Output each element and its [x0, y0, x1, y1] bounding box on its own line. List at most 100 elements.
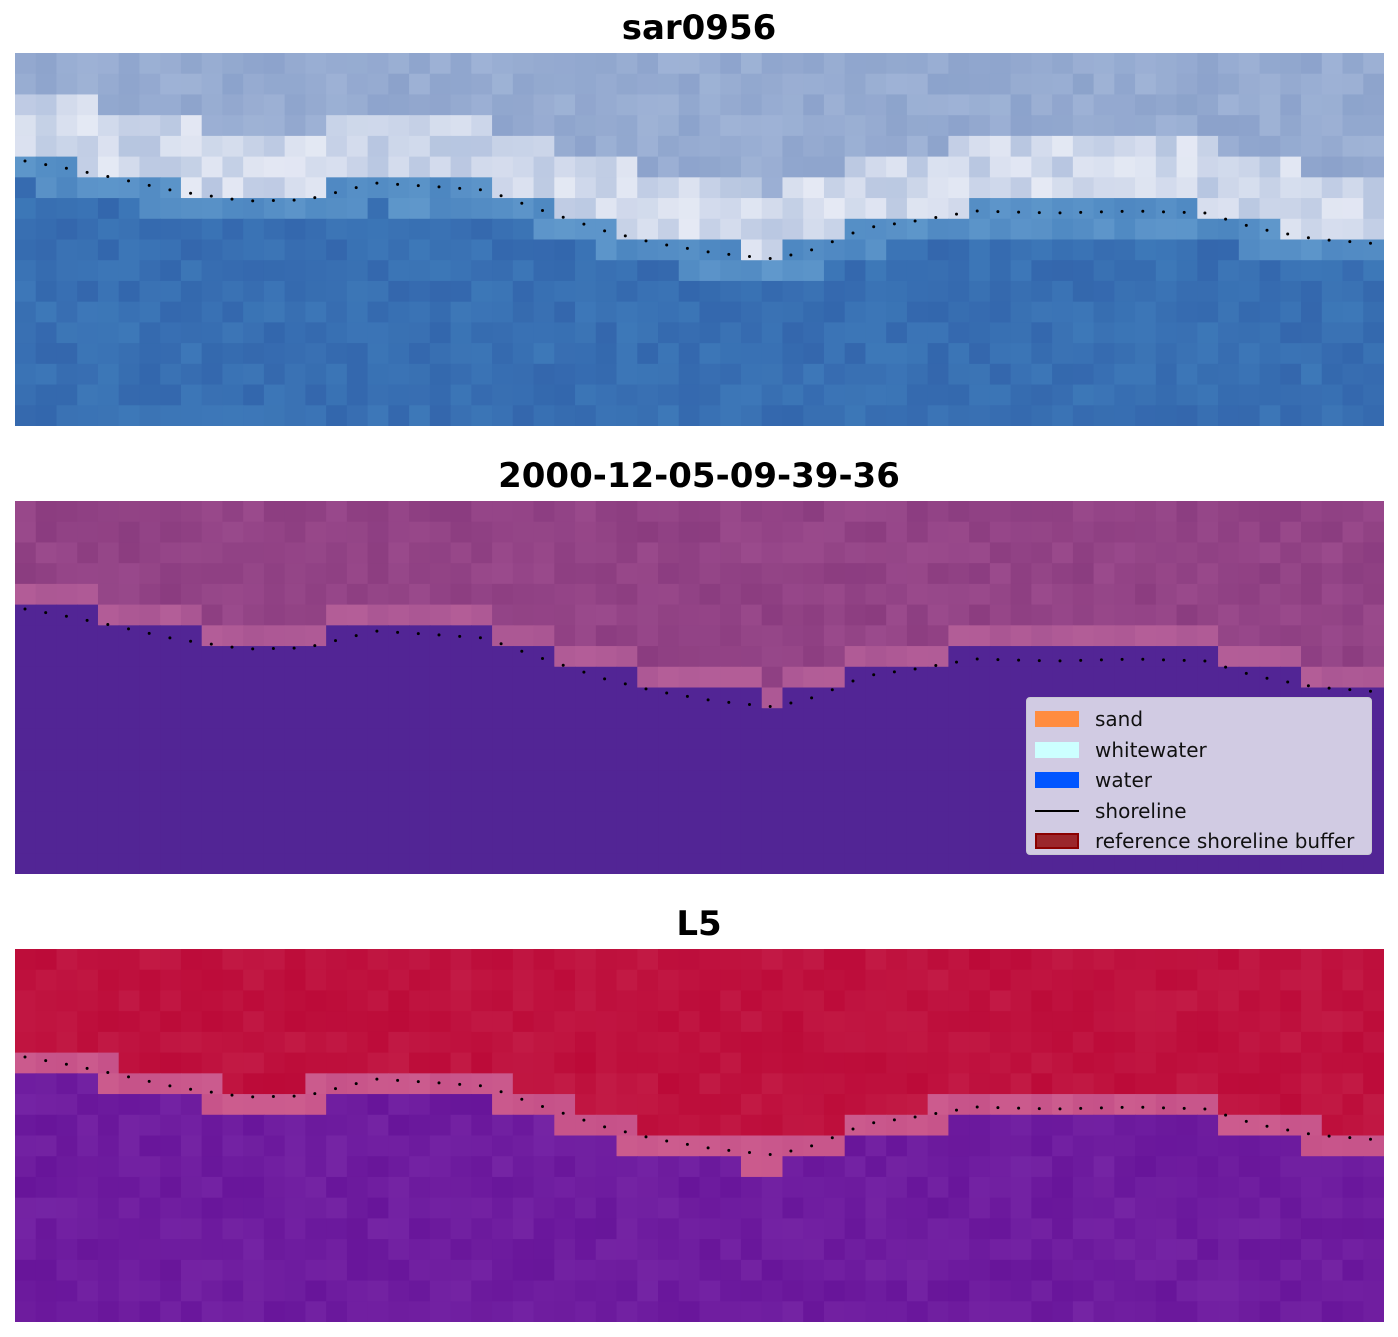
pixel-cell: [927, 501, 950, 523]
pixel-cell: [139, 1280, 161, 1302]
pixel-cell: [450, 1031, 472, 1054]
pixel-cell: [595, 301, 618, 323]
pixel-cell: [15, 969, 37, 992]
pixel-cell: [1010, 384, 1032, 406]
pixel-cell: [803, 239, 825, 261]
pixel-cell: [77, 73, 99, 96]
pixel-cell: [201, 501, 224, 523]
pixel-cell: [139, 990, 161, 1012]
pixel-cell: [346, 749, 369, 771]
pixel-cell: [512, 1094, 535, 1116]
pixel-cell: [637, 1094, 659, 1116]
pixel-cell: [180, 384, 203, 406]
pixel-cell: [1114, 1135, 1136, 1157]
pixel-cell: [263, 521, 286, 544]
pixel-cell: [740, 322, 763, 344]
pixel-cell: [1176, 521, 1198, 544]
pixel-cell: [948, 1135, 970, 1157]
pixel-cell: [969, 501, 991, 523]
pixel-cell: [1010, 969, 1032, 992]
pixel-cell: [989, 1031, 1012, 1054]
pixel-cell: [989, 198, 1012, 220]
pixel-cell: [1072, 239, 1095, 261]
pixel-cell: [222, 1094, 244, 1116]
pixel-cell: [1342, 301, 1364, 323]
pixel-cell: [1031, 384, 1053, 406]
pixel-cell: [969, 53, 991, 75]
pixel-cell: [595, 1280, 618, 1302]
pixel-cell: [533, 625, 555, 647]
pixel-cell: [699, 280, 721, 303]
pixel-cell: [388, 198, 410, 220]
pixel-cell: [1280, 542, 1302, 564]
pixel-cell: [1031, 1135, 1053, 1157]
shoreline-point: [313, 1092, 317, 1096]
pixel-cell: [305, 218, 327, 241]
pixel-cell: [1259, 218, 1281, 241]
pixel-cell: [201, 239, 224, 261]
pixel-cell: [1321, 198, 1344, 220]
pixel-cell: [471, 1135, 493, 1157]
pixel-cell: [492, 1280, 514, 1302]
pixel-cell: [1010, 1197, 1032, 1219]
pixel-cell: [533, 1259, 555, 1282]
pixel-cell: [222, 708, 244, 730]
pixel-cell: [595, 1031, 618, 1054]
pixel-cell: [720, 115, 742, 137]
pixel-cell: [326, 1218, 348, 1240]
pixel-cell: [1238, 384, 1261, 406]
pixel-cell: [906, 542, 929, 564]
pixel-cell: [35, 1239, 58, 1261]
pixel-cell: [492, 728, 514, 751]
pixel-cell: [969, 708, 991, 730]
pixel-cell: [201, 749, 224, 771]
pixel-cell: [77, 501, 99, 523]
pixel-cell: [844, 239, 867, 261]
shoreline-point: [44, 1059, 48, 1063]
pixel-cell: [740, 604, 763, 626]
pixel-cell: [1259, 384, 1281, 406]
pixel-cell: [429, 343, 452, 365]
pixel-cell: [637, 542, 659, 564]
pixel-cell: [429, 832, 452, 854]
pixel-cell: [97, 1239, 120, 1261]
pixel-cell: [678, 301, 701, 323]
panel-title-1: sar0956: [621, 8, 777, 48]
pixel-cell: [533, 1280, 555, 1302]
pixel-cell: [554, 1239, 576, 1261]
pixel-cell: [139, 1301, 161, 1322]
pixel-cell: [1093, 363, 1115, 386]
pixel-cell: [77, 115, 99, 137]
pixel-cell: [844, 501, 867, 523]
pixel-cell: [989, 853, 1012, 874]
pixel-cell: [886, 301, 908, 323]
pixel-cell: [989, 501, 1012, 523]
pixel-cell: [595, 949, 618, 971]
pixel-cell: [782, 791, 804, 813]
pixel-cell: [1093, 1031, 1115, 1054]
pixel-cell: [989, 811, 1012, 834]
pixel-cell: [77, 708, 99, 730]
shoreline-point: [934, 664, 938, 668]
pixel-cell: [948, 135, 970, 158]
pixel-cell: [450, 1052, 472, 1074]
pixel-cell: [989, 708, 1012, 730]
pixel-cell: [865, 666, 887, 689]
pixel-cell: [346, 949, 369, 971]
shoreline-point: [768, 705, 772, 709]
pixel-cell: [823, 1114, 846, 1137]
pixel-cell: [243, 646, 265, 668]
pixel-cell: [180, 811, 203, 834]
pixel-cell: [1218, 343, 1240, 365]
pixel-cell: [1052, 666, 1074, 689]
pixel-cell: [989, 770, 1012, 792]
pixel-cell: [409, 239, 431, 261]
pixel-cell: [97, 260, 120, 282]
pixel-cell: [823, 1052, 846, 1074]
pixel-cell: [803, 542, 825, 564]
pixel-cell: [263, 115, 286, 137]
pixel-cell: [512, 770, 535, 792]
pixel-cell: [782, 1052, 804, 1074]
pixel-cell: [1135, 322, 1157, 344]
pixel-cell: [969, 343, 991, 365]
